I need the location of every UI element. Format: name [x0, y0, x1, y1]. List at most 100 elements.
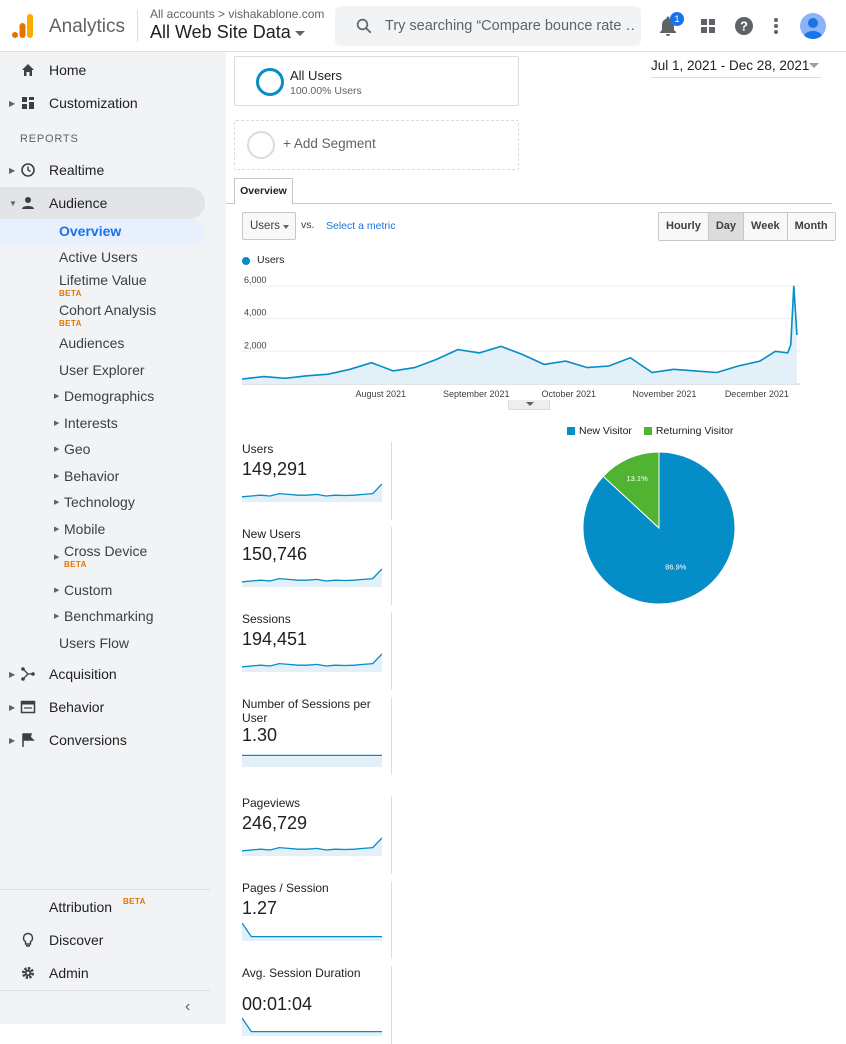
sidebar-subitem-custom[interactable]: ▶ Custom [0, 578, 205, 604]
sidebar-item-label: Attribution [49, 899, 113, 915]
sparkline-fill [242, 923, 382, 941]
sidebar-item-conversions[interactable]: ▶ Conversions [0, 724, 205, 756]
pie-slice-returning-visitor[interactable] [602, 451, 660, 530]
kpi-card-sessions[interactable]: Sessions 194,451 [242, 612, 392, 690]
segment-all-users[interactable]: All Users 100.00% Users [234, 56, 519, 106]
sidebar-item-realtime[interactable]: ▶ Realtime [0, 154, 205, 186]
kpi-value: 1.27 [242, 898, 278, 918]
sidebar-item-admin[interactable]: Admin [0, 957, 205, 989]
sidebar-item-audience[interactable]: ▼ Audience [0, 187, 205, 219]
sidebar-subitem-audiences[interactable]: Audiences [0, 331, 205, 357]
kpi-card-users[interactable]: Users 149,291 [242, 442, 392, 520]
kpi-value: 246,729 [242, 813, 308, 833]
users-area-fill [242, 285, 797, 384]
caret-down-icon [283, 225, 289, 229]
search-input[interactable] [385, 14, 635, 38]
main-content: All Users 100.00% Users + Add Segment Ju… [226, 52, 846, 1044]
property-selector[interactable]: All Web Site Data [150, 22, 305, 43]
date-range-label: Jul 1, 2021 - Dec 28, 2021 [651, 58, 810, 73]
sparkline-line [242, 568, 382, 583]
sidebar-item-acquisition[interactable]: ▶ Acquisition [0, 658, 205, 690]
home-icon [22, 64, 34, 76]
expand-arrow-icon: ▶ [54, 420, 60, 427]
collapse-sidebar-chevron-icon[interactable]: ‹ [185, 998, 191, 1015]
sidebar-item-customization[interactable]: ▶ Customization [0, 87, 205, 119]
avatar[interactable] [800, 13, 826, 39]
select-metric-link[interactable]: Select a metric [326, 220, 396, 232]
apps-grid-icon[interactable] [696, 14, 720, 38]
sidebar-subitem-active-users[interactable]: Active Users [0, 245, 205, 271]
analytics-logo[interactable] [12, 14, 34, 38]
x-tick-label: October 2021 [542, 389, 597, 399]
sidebar-subitem-interests[interactable]: ▶ Interests [0, 411, 205, 437]
sidebar-item-label: Behavior [49, 699, 105, 715]
subitem-label: Overview [59, 223, 122, 239]
kpi-sparkline [242, 483, 382, 502]
kpi-label: Number of Sessions per User [242, 697, 371, 725]
segment-ring-icon [247, 131, 275, 159]
sidebar-subitem-demographics[interactable]: ▶ Demographics [0, 384, 205, 410]
granularity-week-button[interactable]: Week [744, 213, 788, 240]
sidebar-subitem-cohort-analysis[interactable]: Cohort Analysis BETA [0, 298, 205, 328]
sidebar-item-label: Conversions [49, 732, 127, 748]
kpi-card-number-of-sessions-per-user[interactable]: Number of Sessions per User 1.30 [242, 697, 392, 775]
lightbulb-icon [22, 932, 34, 947]
sidebar-subitem-user-explorer[interactable]: User Explorer [0, 358, 205, 384]
granularity-hourly-button[interactable]: Hourly [659, 213, 709, 240]
metric-dropdown-value: Users [250, 220, 281, 232]
sidebar-subitem-lifetime-value[interactable]: Lifetime Value BETA [0, 268, 205, 298]
segment-percentage: 100.00% Users [290, 85, 362, 97]
add-segment-button[interactable]: + Add Segment [234, 120, 519, 170]
legend-item-returning-visitor[interactable]: Returning Visitor [643, 425, 733, 437]
sparkline-line [242, 922, 382, 938]
legend-item-new-visitor[interactable]: New Visitor [567, 425, 632, 437]
sparkline-line [242, 1017, 382, 1033]
legend-swatch [567, 427, 575, 435]
add-segment-label: + Add Segment [283, 136, 376, 151]
kpi-card-pages-session[interactable]: Pages / Session 1.27 [242, 881, 392, 959]
sidebar-subitem-overview[interactable]: Overview [0, 219, 205, 245]
expand-arrow-icon: ▶ [54, 613, 60, 620]
metric-dropdown[interactable]: Users [242, 212, 296, 240]
kpi-sparkline [242, 1017, 382, 1036]
pie-slice-label: 13.1% [626, 474, 648, 483]
sidebar-subitem-behavior[interactable]: ▶ Behavior [0, 464, 205, 490]
sparkline-line [242, 483, 382, 498]
subitem-label: Active Users [59, 249, 138, 265]
kpi-card-pageviews[interactable]: Pageviews 246,729 [242, 796, 392, 874]
sidebar-item-label: Audience [49, 195, 108, 211]
tab-overview[interactable]: Overview [234, 178, 293, 205]
sidebar-item-discover[interactable]: Discover [0, 924, 205, 956]
granularity-month-button[interactable]: Month [787, 213, 835, 240]
chart-collapse-toggle[interactable] [508, 400, 550, 410]
users-trend-chart: 2,000 4,000 6,000 August 2021 September 2021… [242, 275, 800, 399]
pie-slice-new-visitor[interactable] [582, 451, 736, 605]
date-range-picker[interactable]: Jul 1, 2021 - Dec 28, 2021 [651, 58, 821, 78]
sidebar-item-behavior[interactable]: ▶ Behavior [0, 691, 205, 723]
granularity-day-button[interactable]: Day [708, 213, 745, 240]
subitem-label: Geo [64, 441, 91, 457]
expand-arrow-icon: ▶ [54, 393, 60, 400]
sidebar-subitem-mobile[interactable]: ▶ Mobile [0, 517, 205, 543]
account-breadcrumb[interactable]: All accounts > vishakablone.com [150, 7, 325, 21]
expand-arrow-icon: ▶ [54, 554, 60, 561]
flag-icon [22, 733, 35, 747]
kpi-divider [391, 442, 392, 520]
sidebar-subitem-technology[interactable]: ▶ Technology [0, 490, 205, 516]
property-name: All Web Site Data [150, 22, 291, 42]
more-vert-icon[interactable] [764, 14, 788, 38]
subitem-label: Cross Device [64, 543, 148, 559]
expand-arrow-icon: ▶ [54, 587, 60, 594]
kpi-card-avg-session-duration[interactable]: Avg. Session Duration 00:01:04 [242, 966, 392, 1044]
help-icon[interactable]: ? [732, 14, 756, 38]
sidebar-item-attribution[interactable]: Attribution BETA [0, 891, 205, 923]
sidebar-item-home[interactable]: Home [0, 54, 205, 86]
kpi-label: Pageviews [242, 796, 301, 810]
sidebar-subitem-benchmarking[interactable]: ▶ Benchmarking [0, 604, 205, 630]
sidebar-subitem-users-flow[interactable]: Users Flow [0, 631, 205, 657]
sidebar-subitem-cross-device[interactable]: ▶ Cross Device BETA [0, 539, 205, 569]
sidebar-subitem-geo[interactable]: ▶ Geo [0, 437, 205, 463]
search-box[interactable] [335, 6, 641, 46]
kpi-sparkline [242, 754, 382, 767]
kpi-card-new-users[interactable]: New Users 150,746 [242, 527, 392, 605]
